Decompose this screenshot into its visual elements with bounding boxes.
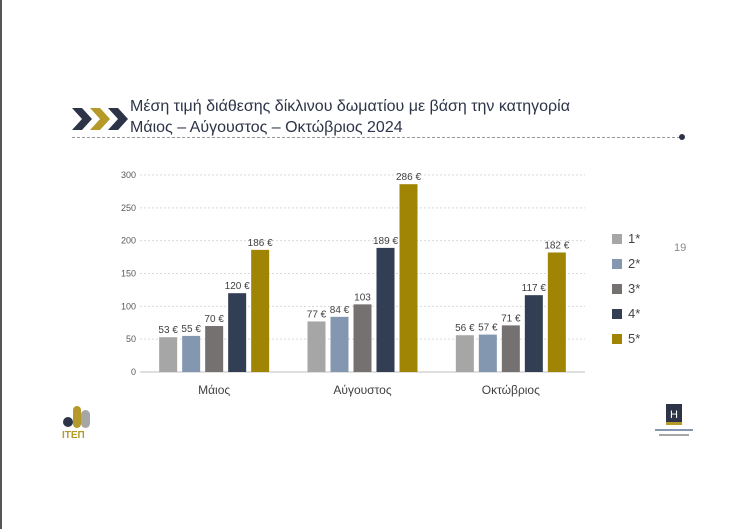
left-border	[0, 0, 2, 529]
data-label: 120 €	[225, 281, 250, 292]
legend-label: 3*	[628, 281, 641, 296]
y-tick-label: 0	[131, 367, 136, 377]
data-label: 189 €	[373, 236, 398, 247]
y-tick-label: 100	[121, 301, 136, 311]
x-tick-label: Οκτώβριος	[482, 383, 540, 397]
bar	[399, 184, 418, 372]
data-label: 77 €	[307, 309, 327, 320]
legend-item: 5*	[612, 326, 672, 351]
bar	[376, 247, 395, 372]
legend-swatch	[612, 333, 622, 344]
legend-swatch	[612, 283, 622, 294]
bar	[353, 304, 372, 372]
y-tick-label: 50	[126, 334, 136, 344]
bar	[228, 293, 247, 372]
data-label: 53 €	[158, 325, 178, 336]
x-tick-label: Αύγουστος	[333, 383, 391, 397]
itep-logo	[63, 406, 90, 428]
bar	[524, 295, 543, 372]
data-label: 186 €	[248, 238, 273, 249]
y-tick-label: 200	[121, 236, 136, 246]
data-label: 55 €	[181, 324, 201, 335]
data-label: 84 €	[330, 305, 350, 316]
bar	[455, 335, 474, 372]
title-divider	[72, 137, 680, 138]
legend-item: 1*	[612, 226, 672, 251]
bar	[501, 325, 520, 372]
data-label: 286 €	[396, 172, 421, 183]
legend-swatch	[612, 258, 622, 269]
bar	[307, 321, 326, 372]
divider-dot	[679, 134, 685, 140]
bar	[159, 337, 178, 372]
svg-text:H: H	[670, 409, 678, 421]
legend-label: 4*	[628, 306, 641, 321]
data-label: 117 €	[522, 283, 547, 294]
chevron-arrows-icon	[72, 108, 128, 130]
legend-swatch	[612, 308, 622, 319]
itep-logo-text: ΙΤΕΠ	[62, 430, 85, 441]
legend-item: 3*	[612, 276, 672, 301]
bar	[182, 335, 201, 372]
title-line-2: Μάιος – Αύγουστος – Οκτώβριος 2024	[130, 119, 403, 136]
data-label: 70 €	[204, 314, 224, 325]
bar	[330, 316, 349, 372]
chart-legend: 1* 2* 3* 4* 5*	[612, 226, 672, 351]
x-tick-label: Μάιος	[198, 383, 230, 397]
page-title: Μέση τιμή διάθεσης δίκλινου δωματίου με …	[130, 96, 670, 138]
data-label: 71 €	[501, 313, 521, 324]
y-tick-label: 150	[121, 269, 136, 279]
data-label: 56 €	[455, 323, 475, 334]
chevron-dark-2	[108, 108, 128, 130]
y-tick-label: 250	[121, 203, 136, 213]
data-label: 57 €	[478, 323, 498, 334]
page-number: 19	[674, 242, 687, 254]
legend-label: 5*	[628, 331, 641, 346]
data-label: 182 €	[544, 240, 569, 251]
bar	[478, 334, 497, 372]
chevron-gold	[90, 108, 110, 130]
hotel-chamber-logo: H	[655, 404, 693, 436]
legend-label: 1*	[628, 231, 641, 246]
bar	[547, 252, 566, 372]
legend-label: 2*	[628, 256, 641, 271]
data-label: 103	[354, 292, 371, 303]
chevron-dark-1	[72, 108, 92, 130]
legend-swatch	[612, 233, 622, 244]
title-line-1: Μέση τιμή διάθεσης δίκλινου δωματίου με …	[130, 98, 570, 115]
bar	[205, 326, 224, 372]
legend-item: 2*	[612, 251, 672, 276]
bar-chart: 0 50 100 150 200 250 300 53 €55 €70 € 120 € 186 €…	[121, 170, 585, 397]
bar	[251, 249, 270, 372]
legend-item: 4*	[612, 301, 672, 326]
y-tick-label: 300	[121, 170, 136, 180]
